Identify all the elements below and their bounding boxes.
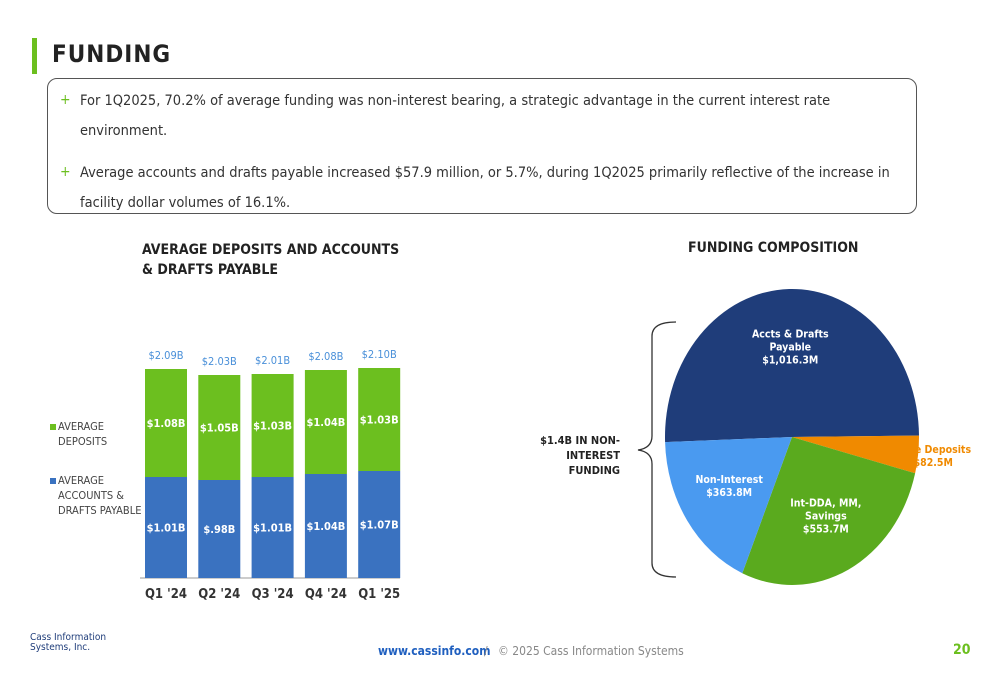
bar-segment xyxy=(198,480,241,578)
x-tick-label: Q4 '24 xyxy=(305,587,347,602)
slice-category: Time Deposits xyxy=(895,443,972,456)
value-label: $1.04B xyxy=(306,416,345,429)
bar-segment xyxy=(304,474,347,578)
bar-segment xyxy=(251,374,294,477)
legend-swatch xyxy=(50,478,56,484)
slice-label: Non-Interest $363.8M xyxy=(687,474,772,500)
pie-slice xyxy=(665,437,792,574)
slice-value: $363.8M xyxy=(706,487,753,500)
x-tick-label: Q1 '25 xyxy=(358,587,400,602)
title-accent xyxy=(32,38,37,74)
slice-label: Int-DDA, MM, Savings $553.7M xyxy=(783,497,868,536)
slice-label: Time Deposits $82.5M xyxy=(893,444,973,470)
value-label: $1.07B xyxy=(360,519,399,532)
x-tick-label: Q1 '24 xyxy=(145,587,187,602)
bullet-marker: + xyxy=(60,164,71,180)
value-label: $1.01B xyxy=(253,522,292,535)
value-label: $1.03B xyxy=(253,420,292,433)
bar-segment xyxy=(145,369,187,477)
bar-segment xyxy=(145,477,187,578)
bar-segment xyxy=(358,368,401,471)
page-number: 20 xyxy=(953,642,971,658)
website-link[interactable]: www.cassinfo.com xyxy=(378,644,491,658)
total-label: $2.09B xyxy=(148,349,183,362)
slice-value: $82.5M xyxy=(913,456,953,469)
value-label: $1.04B xyxy=(306,520,345,533)
legend-label: AVERAGE ACCOUNTS & DRAFTS PAYABLE xyxy=(58,474,142,517)
pie-slice xyxy=(664,288,919,443)
total-label: $2.08B xyxy=(308,350,343,363)
legend-swatch xyxy=(50,424,56,430)
bullet-box xyxy=(47,78,917,214)
total-label: $2.01B xyxy=(255,354,290,367)
x-tick-label: Q3 '24 xyxy=(252,587,294,602)
bar-segment xyxy=(358,471,401,578)
total-label: $2.10B xyxy=(362,348,397,361)
bullet-marker: + xyxy=(60,92,71,108)
bar-chart-title: AVERAGE DEPOSITS AND ACCOUNTS & DRAFTS P… xyxy=(142,242,400,278)
legend-label: AVERAGE DEPOSITS xyxy=(58,420,108,448)
bullet: Average accounts and drafts payable incr… xyxy=(80,165,890,211)
bar-segment xyxy=(251,477,294,578)
separator: / xyxy=(484,644,488,658)
slice-category: Accts & Drafts Payable xyxy=(752,328,829,354)
bar-segment xyxy=(304,370,347,474)
pie-slice xyxy=(742,437,916,586)
slice-value: $1,016.3M xyxy=(762,354,819,367)
bar-segment xyxy=(198,375,241,480)
slide-title: FUNDING xyxy=(52,40,172,68)
value-label: $1.01B xyxy=(147,522,186,535)
bullet: For 1Q2025, 70.2% of average funding was… xyxy=(80,93,831,139)
slice-category: Int-DDA, MM, Savings xyxy=(790,497,862,523)
total-label: $2.03B xyxy=(202,355,237,368)
x-tick-label: Q2 '24 xyxy=(198,587,240,602)
slice-label: Accts & Drafts Payable $1,016.3M xyxy=(748,329,833,368)
slice-category: Non-Interest xyxy=(695,474,763,487)
value-label: $1.03B xyxy=(360,414,399,427)
value-label: $1.08B xyxy=(147,417,186,430)
logo: Cass Information Systems, Inc. xyxy=(30,632,107,653)
pie-chart-title: FUNDING COMPOSITION xyxy=(688,240,859,256)
copyright: © 2025 Cass Information Systems xyxy=(498,644,684,658)
brace xyxy=(637,321,677,578)
value-label: $.98B xyxy=(203,523,235,536)
slice-value: $553.7M xyxy=(802,523,849,536)
pie-slice xyxy=(792,435,920,474)
pie-annotation: $1.4B IN NON-INTEREST FUNDING xyxy=(540,434,620,477)
value-label: $1.05B xyxy=(200,422,239,435)
